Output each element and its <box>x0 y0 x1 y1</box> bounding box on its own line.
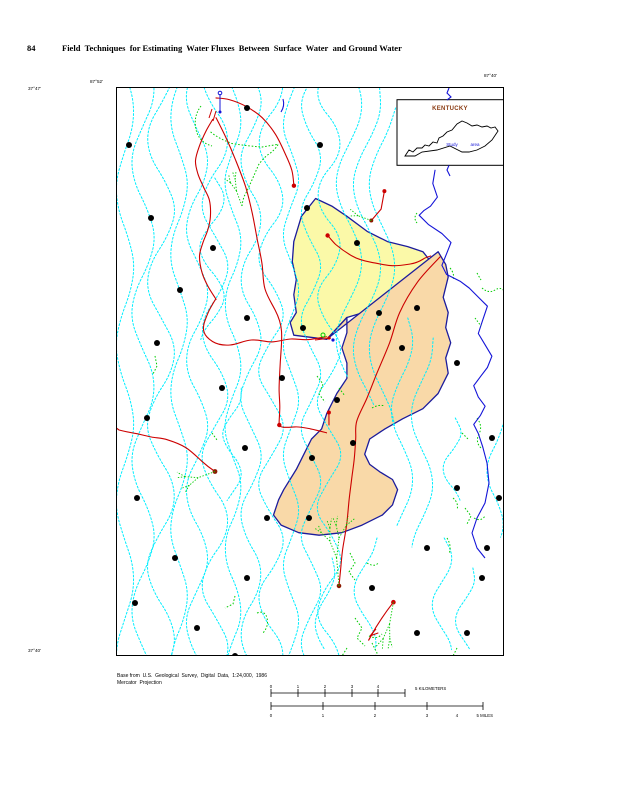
svg-text:1: 1 <box>322 713 325 718</box>
svg-text:4: 4 <box>456 713 459 718</box>
svg-text:3: 3 <box>426 713 429 718</box>
svg-text:2: 2 <box>324 684 327 689</box>
svg-text:0: 0 <box>270 684 273 689</box>
svg-text:area: area <box>470 142 480 147</box>
svg-text:0: 0 <box>270 713 273 718</box>
svg-text:4: 4 <box>377 684 380 689</box>
svg-text:5 KILOMETERS: 5 KILOMETERS <box>415 686 446 691</box>
svg-text:1: 1 <box>297 684 300 689</box>
svg-text:Study: Study <box>446 142 458 147</box>
svg-text:5 MILES: 5 MILES <box>477 713 494 718</box>
svg-text:KENTUCKY: KENTUCKY <box>432 106 468 112</box>
svg-text:2: 2 <box>374 713 377 718</box>
svg-text:3: 3 <box>351 684 354 689</box>
